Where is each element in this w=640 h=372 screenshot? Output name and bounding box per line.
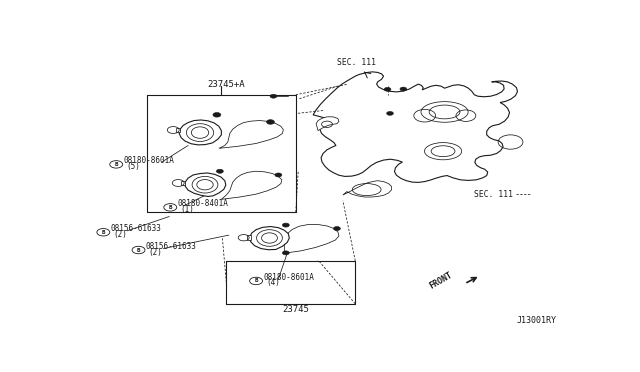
- Text: SEC. 111: SEC. 111: [474, 190, 513, 199]
- Text: B: B: [102, 230, 105, 235]
- Circle shape: [282, 251, 289, 255]
- Text: (2): (2): [148, 247, 163, 257]
- Text: SEC. 111: SEC. 111: [337, 58, 376, 67]
- Polygon shape: [343, 181, 392, 197]
- Text: 08156-61633: 08156-61633: [146, 242, 197, 251]
- Text: (4): (4): [266, 279, 280, 288]
- Text: B: B: [137, 247, 140, 253]
- Polygon shape: [179, 120, 221, 145]
- Circle shape: [216, 169, 223, 173]
- Polygon shape: [219, 121, 284, 148]
- Text: (2): (2): [113, 230, 127, 239]
- Text: 08180-8601A: 08180-8601A: [264, 273, 314, 282]
- Circle shape: [282, 223, 289, 227]
- Polygon shape: [250, 227, 289, 250]
- Circle shape: [275, 173, 282, 177]
- Polygon shape: [316, 117, 339, 131]
- Text: B: B: [168, 205, 172, 210]
- Polygon shape: [221, 171, 282, 199]
- Text: FRONT: FRONT: [428, 270, 454, 290]
- Text: B: B: [115, 162, 118, 167]
- Text: 23745+A: 23745+A: [207, 80, 245, 89]
- Circle shape: [400, 87, 407, 91]
- Text: B: B: [254, 279, 258, 283]
- Text: 08180-8401A: 08180-8401A: [178, 199, 228, 208]
- Polygon shape: [313, 72, 518, 182]
- Text: 23745: 23745: [282, 305, 309, 314]
- Circle shape: [270, 94, 277, 98]
- Circle shape: [387, 111, 394, 115]
- Polygon shape: [181, 181, 185, 185]
- Circle shape: [266, 120, 275, 124]
- Text: 08156-61633: 08156-61633: [111, 224, 162, 233]
- Polygon shape: [246, 235, 251, 240]
- Polygon shape: [284, 225, 339, 253]
- Text: 08180-8601A: 08180-8601A: [124, 156, 175, 165]
- Circle shape: [333, 227, 340, 231]
- Text: (5): (5): [126, 162, 140, 171]
- Text: (1): (1): [180, 205, 194, 214]
- Circle shape: [384, 87, 391, 92]
- Text: J13001RY: J13001RY: [516, 316, 556, 325]
- Polygon shape: [185, 173, 226, 196]
- Polygon shape: [176, 128, 180, 132]
- Circle shape: [213, 112, 221, 117]
